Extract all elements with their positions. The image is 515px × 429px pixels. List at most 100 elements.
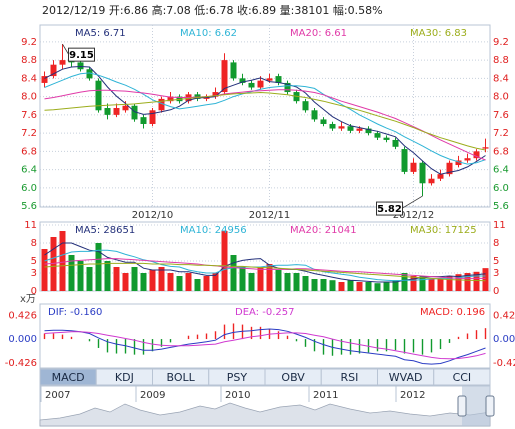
volume-bar xyxy=(140,273,147,291)
volume-bar xyxy=(194,279,201,291)
volume-bar xyxy=(50,237,57,291)
navigator-handle-left[interactable] xyxy=(457,395,467,417)
ma-line xyxy=(44,89,486,161)
volume-bar xyxy=(122,273,129,291)
candle-body xyxy=(77,62,84,70)
candle-body xyxy=(320,119,327,124)
indicator-tab[interactable]: MACD xyxy=(39,368,97,386)
tab-label[interactable]: CCI xyxy=(453,371,472,384)
volume-bar xyxy=(455,274,462,291)
x-tick-label: 2012/12 xyxy=(393,210,435,221)
volume-bar xyxy=(428,279,435,291)
volume-bar xyxy=(266,264,273,291)
series-legend: MA10: 24956 xyxy=(180,225,247,236)
candle-body xyxy=(428,178,435,184)
indicator-tab[interactable]: CCI xyxy=(433,368,491,386)
volume-bar xyxy=(68,255,75,291)
y-tick-label-right: 8 xyxy=(493,238,499,249)
ma-line xyxy=(44,242,486,283)
y-tick-label-left: 8.0 xyxy=(21,92,37,103)
year-label: 2011 xyxy=(313,390,338,401)
series-legend: MA5: 6.71 xyxy=(75,28,126,39)
candle-body xyxy=(50,64,57,77)
y-tick-label-right: 7.2 xyxy=(493,128,509,139)
candle-body xyxy=(95,80,102,111)
volume-bar xyxy=(401,273,408,291)
ma-line xyxy=(44,258,486,279)
volume-bar xyxy=(275,270,282,291)
volume-bar xyxy=(419,276,426,291)
candle-body xyxy=(248,82,255,88)
y-tick-label-left: 8.4 xyxy=(21,73,37,84)
ma-line xyxy=(44,328,486,365)
tab-label[interactable]: KDJ xyxy=(115,371,134,384)
indicator-tab[interactable]: WVAD xyxy=(377,368,435,386)
tab-background[interactable] xyxy=(433,368,491,386)
ma-line xyxy=(44,249,486,282)
candle-body xyxy=(230,62,237,79)
volume-bar xyxy=(176,276,183,291)
volume-bar xyxy=(392,280,399,291)
panel-frame xyxy=(39,303,491,369)
candle-body xyxy=(419,162,426,184)
year-label: 2009 xyxy=(140,390,165,401)
x-tick-label: 2012/10 xyxy=(132,210,174,221)
indicator-tab[interactable]: KDJ xyxy=(95,368,153,386)
volume-bar xyxy=(302,276,309,291)
candle-body xyxy=(365,128,372,134)
series-legend: MA20: 21041 xyxy=(290,225,357,236)
candle-body xyxy=(221,60,228,93)
indicator-tab[interactable]: BOLL xyxy=(152,368,210,386)
candle-body xyxy=(86,69,93,79)
y-tick-label-right: 8.8 xyxy=(493,55,509,66)
tab-label[interactable]: BOLL xyxy=(166,371,195,384)
volume-bar xyxy=(239,267,246,291)
navigator-selection[interactable] xyxy=(462,386,490,426)
y-tick-label-left: 0.426 xyxy=(8,310,37,321)
tab-label[interactable]: RSI xyxy=(340,371,358,384)
candle-body xyxy=(410,162,417,172)
y-tick-label-left: 9.2 xyxy=(21,37,37,48)
volume-bar xyxy=(338,282,345,291)
candle-body xyxy=(176,96,183,102)
volume-bar xyxy=(185,273,192,291)
x-tick-label: 2012/11 xyxy=(249,210,291,221)
y-tick-label-left: 7.6 xyxy=(21,110,37,121)
volume-bar xyxy=(41,249,48,291)
volume-bar xyxy=(230,255,237,291)
navigator-handle-right[interactable] xyxy=(485,395,495,417)
tab-label[interactable]: PSY xyxy=(227,371,248,384)
candle-body xyxy=(59,60,66,65)
volume-bar xyxy=(347,280,354,291)
ma-line xyxy=(44,91,486,151)
candle-body xyxy=(212,92,219,97)
volume-bar xyxy=(374,283,381,291)
year-label: 2010 xyxy=(225,390,250,401)
panel-frame xyxy=(39,24,491,208)
ma-line xyxy=(44,331,486,360)
y-tick-label-left: 0 xyxy=(31,286,37,297)
navigator-profile xyxy=(39,402,491,427)
candle-body xyxy=(311,110,318,120)
candle-body xyxy=(473,151,480,159)
tab-label[interactable]: OBV xyxy=(281,371,305,384)
volume-bar xyxy=(464,273,471,291)
y-tick-label-right: 6.8 xyxy=(493,146,509,157)
tab-label[interactable]: MACD xyxy=(52,371,85,384)
indicator-tab[interactable]: OBV xyxy=(264,368,322,386)
tab-label[interactable]: WVAD xyxy=(389,371,423,384)
header-quote: 2012/12/19 开:6.86 高:7.08 低:6.78 收:6.89 量… xyxy=(42,3,383,17)
candle-body xyxy=(266,78,273,81)
volume-bar xyxy=(167,273,174,291)
volume-bar xyxy=(59,231,66,291)
y-tick-label-left: 6.4 xyxy=(21,165,37,176)
indicator-tab[interactable]: RSI xyxy=(320,368,378,386)
candle-body xyxy=(149,110,156,124)
indicator-tab[interactable]: PSY xyxy=(208,368,266,386)
volume-bar xyxy=(77,261,84,291)
y-tick-label-left: 3 xyxy=(31,268,37,279)
y-tick-label-right: 6.0 xyxy=(493,183,509,194)
volume-bar xyxy=(104,261,111,291)
series-legend: MA10: 6.62 xyxy=(180,28,237,39)
